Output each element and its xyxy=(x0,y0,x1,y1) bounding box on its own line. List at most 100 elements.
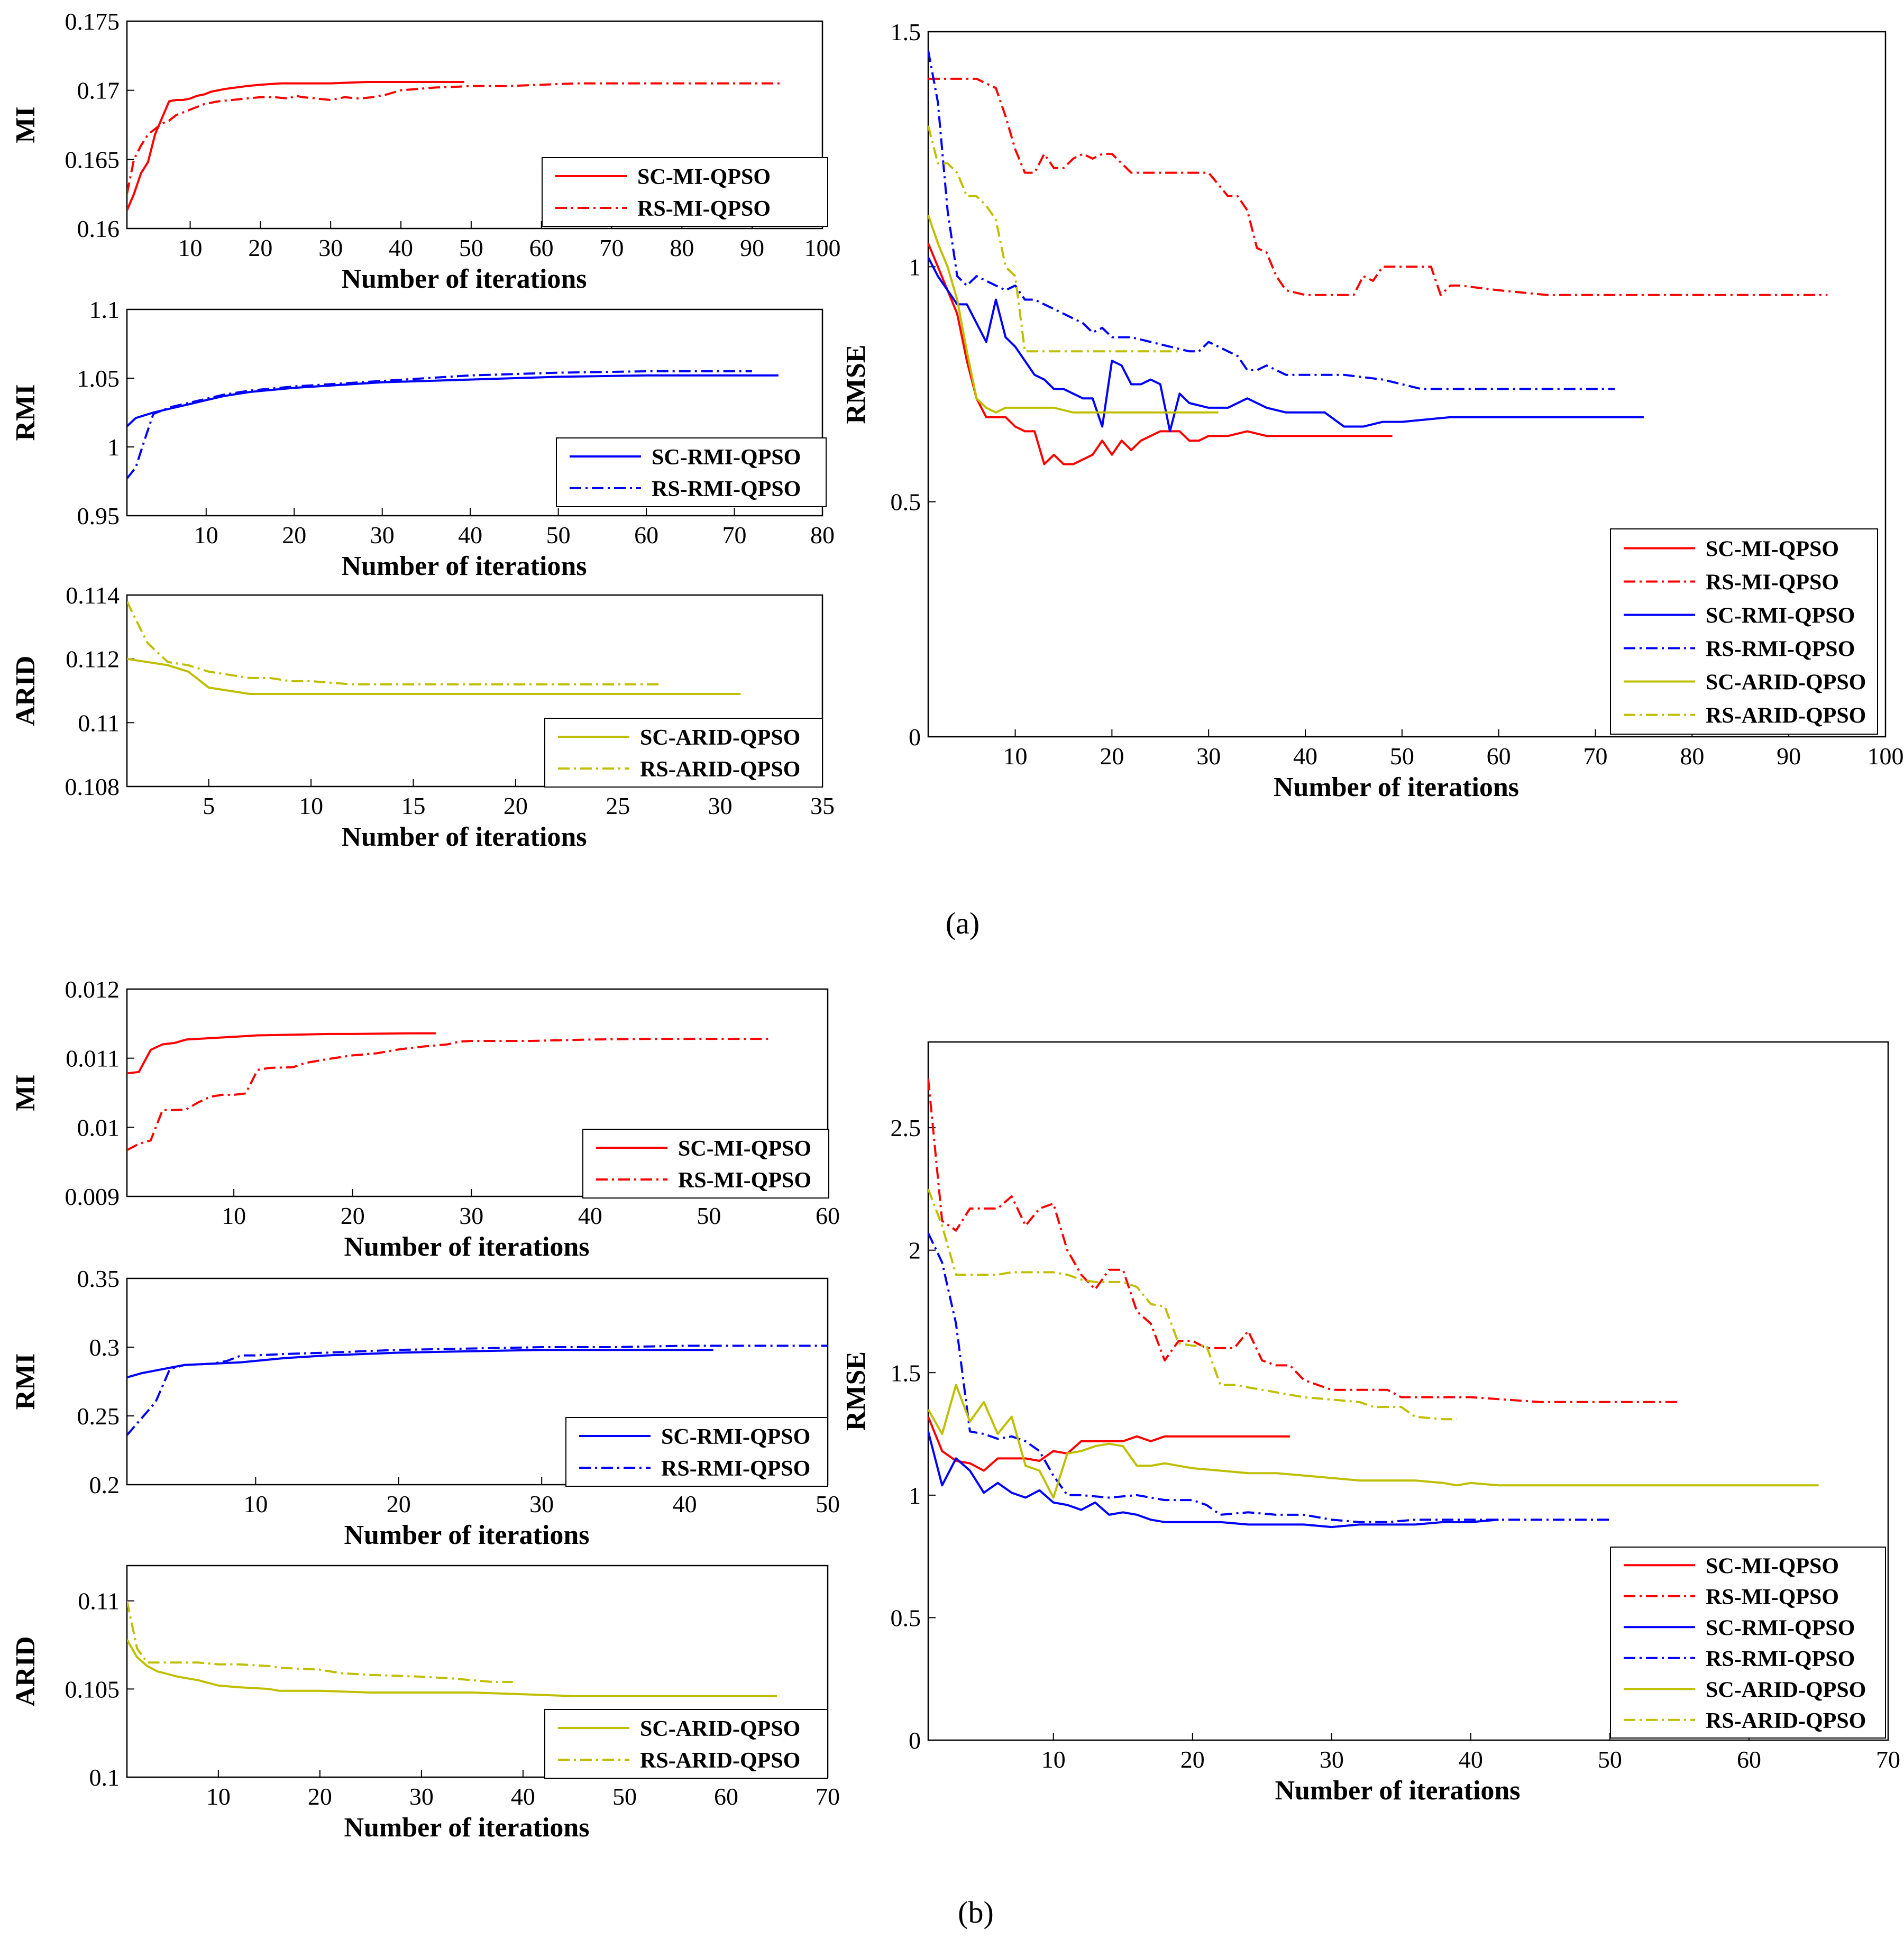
legend-label: RS-MI-QPSO xyxy=(678,1168,811,1193)
series-line-sc-rmi-qpso xyxy=(928,257,1644,433)
x-tick-label: 10 xyxy=(1003,743,1028,770)
x-tick-label: 20 xyxy=(308,1783,332,1810)
y-tick-label: 0.5 xyxy=(891,489,921,516)
x-tick-label: 40 xyxy=(673,1490,697,1517)
plot-area xyxy=(126,988,829,1197)
y-tick-label: 0.012 xyxy=(65,976,120,1003)
legend-label: SC-MI-QPSO xyxy=(678,1137,811,1161)
series-line-sc-arid-qpso xyxy=(127,657,741,695)
y-axis-label: ARID xyxy=(11,1636,41,1707)
x-tick-label: 50 xyxy=(612,1783,637,1810)
x-axis-label: Number of iterations xyxy=(341,822,587,852)
chart-b-rmi: 10 20 30 40 50 0.2 0.25 0.3 0.35 Number of iterat… xyxy=(11,1265,840,1550)
x-axis-label: Number of iterations xyxy=(341,551,587,581)
y-tick-label: 0.2 xyxy=(89,1471,120,1498)
x-tick-label: 30 xyxy=(1320,1746,1344,1773)
y-tick-label: 0.95 xyxy=(77,502,120,529)
plot-area xyxy=(126,1565,829,1778)
caption-b: (b) xyxy=(958,1895,994,1929)
y-axis-label: RMI xyxy=(11,385,41,441)
legend: SC-MI-QPSO RS-MI-QPSO SC-RMI-QPSO RS-RMI-QP… xyxy=(1610,1547,1886,1739)
y-tick-label: 0.11 xyxy=(78,709,120,736)
legend-box xyxy=(544,1709,828,1779)
plot-area xyxy=(126,1277,829,1486)
series-line-sc-mi-qpso xyxy=(127,1032,436,1075)
x-tick-label: 10 xyxy=(222,1202,246,1229)
y-axis-label: MI xyxy=(11,1074,41,1111)
x-tick-label: 50 xyxy=(697,1202,721,1229)
x-tick-label: 10 xyxy=(299,792,323,819)
x-axis-label: Number of iterations xyxy=(344,1520,589,1550)
y-tick-label: 0.25 xyxy=(77,1403,120,1430)
legend-label: SC-RMI-QPSO xyxy=(661,1425,810,1449)
plot-area xyxy=(126,594,823,788)
plot-area xyxy=(126,20,823,230)
x-tick-label: 10 xyxy=(194,522,218,548)
legend-label: RS-RMI-QPSO xyxy=(1706,1647,1855,1671)
x-tick-label: 60 xyxy=(529,234,554,261)
series-line-sc-rmi-qpso xyxy=(127,374,779,427)
series-line-rs-mi-qpso xyxy=(928,77,1828,296)
y-tick-label: 2 xyxy=(909,1237,921,1264)
caption-a: (a) xyxy=(946,906,980,940)
y-tick-label: 1 xyxy=(107,434,120,461)
y-tick-label: 0.16 xyxy=(77,215,120,242)
x-tick-label: 70 xyxy=(1583,743,1608,770)
y-tick-label: 0.35 xyxy=(77,1265,120,1292)
x-tick-label: 30 xyxy=(529,1490,554,1517)
x-axis-label: Number of iterations xyxy=(1275,1776,1520,1806)
legend-box xyxy=(565,1417,828,1487)
legend-box xyxy=(1610,528,1878,735)
legend-label: SC-ARID-QPSO xyxy=(1706,1678,1866,1702)
x-tick-label: 10 xyxy=(243,1490,268,1517)
legend-label: SC-RMI-QPSO xyxy=(1706,604,1855,628)
y-axis-label: ARID xyxy=(11,656,41,726)
y-tick-label: 1.5 xyxy=(891,19,921,45)
x-tick-label: 50 xyxy=(1390,743,1414,770)
y-tick-label: 0.112 xyxy=(66,646,120,673)
chart-a-mi: 10 20 30 40 50 60 70 80 90 100 0.16 0.165 0.17 0.175 N… xyxy=(11,8,841,294)
chart-b-rmse: 10 20 30 40 50 60 70 0 0.5 1 1.5 2 2.5 Number of iter… xyxy=(841,1041,1900,1806)
legend: SC-MI-QPSO RS-MI-QPSO xyxy=(582,1129,829,1199)
legend-label: SC-RMI-QPSO xyxy=(652,445,801,470)
series-line-sc-arid-qpso xyxy=(928,214,1219,414)
y-axis-label: RMSE xyxy=(841,344,871,424)
plot-area xyxy=(927,31,1887,738)
x-tick-label: 50 xyxy=(1598,1746,1622,1773)
y-tick-label: 0.009 xyxy=(65,1183,120,1210)
x-tick-label: 20 xyxy=(282,522,306,548)
x-tick-label: 20 xyxy=(248,234,272,261)
x-tick-label: 15 xyxy=(401,792,425,819)
x-tick-label: 80 xyxy=(670,234,694,261)
legend-label: RS-ARID-QPSO xyxy=(1706,704,1866,728)
legend: SC-MI-QPSO RS-MI-QPSO SC-RMI-QPSO RS-RMI-QP… xyxy=(1610,528,1878,735)
legend-label: RS-RMI-QPSO xyxy=(652,477,801,501)
y-tick-label: 1.05 xyxy=(77,365,120,392)
legend-label: SC-ARID-QPSO xyxy=(640,726,800,750)
chart-a-rmse: 10 20 30 40 50 60 70 80 90 100 0 0.5 1 1.5 Number of i… xyxy=(841,19,1904,802)
y-tick-label: 0.5 xyxy=(891,1604,921,1631)
x-axis-label: Number of iterations xyxy=(344,1813,589,1843)
x-tick-label: 40 xyxy=(1293,743,1317,770)
x-tick-label: 10 xyxy=(178,234,203,261)
legend-label: SC-MI-QPSO xyxy=(1706,1554,1839,1578)
x-tick-label: 100 xyxy=(1868,743,1904,770)
charts-layer: 10 20 30 40 50 60 70 80 90 1000.160.1650.170.175N… xyxy=(11,8,1904,1843)
series-line-rs-rmi-qpso xyxy=(928,50,1615,390)
legend-label: RS-RMI-QPSO xyxy=(661,1457,810,1481)
legend-label: RS-MI-QPSO xyxy=(637,197,771,221)
legend-label: SC-MI-QPSO xyxy=(637,165,771,189)
x-tick-label: 20 xyxy=(387,1490,411,1517)
legend-label: RS-RMI-QPSO xyxy=(1706,637,1855,662)
x-tick-label: 70 xyxy=(1876,1746,1900,1773)
series-line-rs-arid-qpso xyxy=(127,1601,513,1683)
x-tick-label: 20 xyxy=(341,1202,365,1229)
x-tick-label: 50 xyxy=(816,1490,840,1517)
chart-a-arid: 5 10 15 20 25 30 35 0.108 0.11 0.112 0.114 Number o… xyxy=(11,582,835,852)
legend-label: RS-ARID-QPSO xyxy=(640,757,800,782)
y-tick-label: 0.114 xyxy=(66,582,120,609)
y-tick-label: 0.1 xyxy=(89,1764,120,1791)
chart-a-rmi: 10 20 30 40 50 60 70 80 0.95 1 1.05 1.1 Number of it… xyxy=(11,296,835,581)
y-tick-label: 0.01 xyxy=(77,1114,120,1141)
series-line-rs-mi-qpso xyxy=(127,1038,768,1151)
